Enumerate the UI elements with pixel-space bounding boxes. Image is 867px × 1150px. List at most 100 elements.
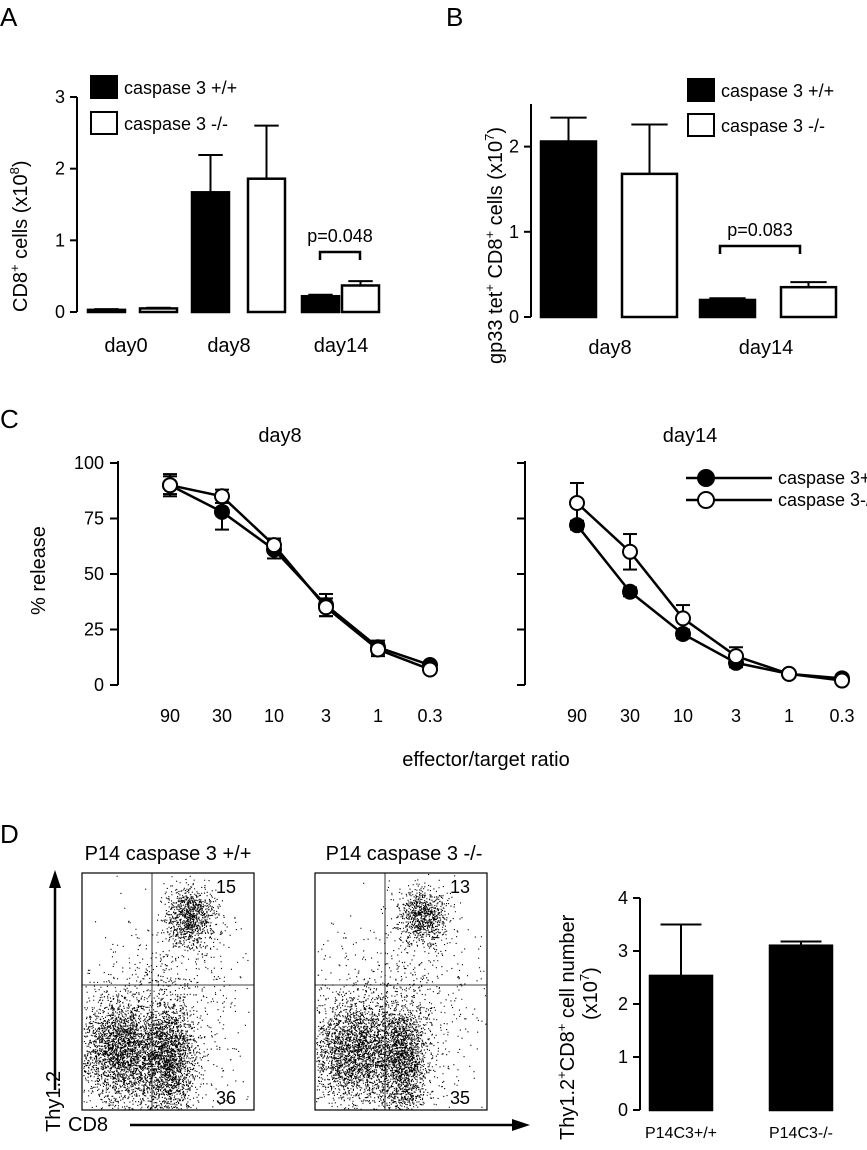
flow-yaxis-label: Thy1.2 <box>43 1071 65 1132</box>
x-tick-label: 90 <box>160 706 180 726</box>
legend-swatch-ko <box>687 113 715 137</box>
y-tick-label: 4 <box>618 888 628 908</box>
panel-d-ylabel-line1: Thy1.2+CD8+ cell number <box>554 914 579 1140</box>
bar-wt-2 <box>190 191 231 314</box>
panel-label-d: D <box>0 819 19 849</box>
y-tick-label: 0 <box>94 675 104 695</box>
legend-swatch-ko <box>90 111 118 135</box>
y-tick-label: 75 <box>84 509 104 529</box>
y-tick-label: 2 <box>509 137 519 157</box>
panel-c-line-charts: % release day8 day14 effector/target rat… <box>28 425 867 771</box>
x-tick-label: 3 <box>731 706 741 726</box>
x-tick-label: 30 <box>212 706 232 726</box>
significance-bracket <box>718 244 802 254</box>
panel-a-legend: caspase 3 +/+ caspase 3 -/- <box>90 75 237 135</box>
flow-event-cloud <box>385 874 462 957</box>
point-wt <box>569 517 585 534</box>
x-tick-label: 3 <box>321 706 331 726</box>
y-tick-label: 1 <box>509 222 519 242</box>
legend-label-ko: caspase 3 -/- <box>721 116 825 136</box>
quadrant-upper-right-wt: 15 <box>216 877 236 897</box>
panel-label-b: B <box>446 2 463 32</box>
flow-plot-frame-wt <box>81 872 255 1111</box>
y-tick-label: 100 <box>74 453 104 473</box>
flow-title-ko: P14 caspase 3 -/- <box>326 843 483 865</box>
legend-label-wt: caspase 3 +/+ <box>124 78 237 98</box>
legend-label-ko: caspase 3-/- <box>778 490 867 510</box>
panel-b-bars: 0 1 2 day8 day14 p=0.083 <box>509 104 838 359</box>
point-ko <box>162 477 178 494</box>
x-category-label: day8 <box>207 335 250 357</box>
x-category-label: day14 <box>314 335 369 357</box>
flow-event-cloud <box>83 944 209 1110</box>
series-line-wt <box>576 524 843 680</box>
point-ko <box>370 641 386 658</box>
y-tick-label: 1 <box>618 1047 628 1067</box>
panel-d-bars: 0 1 2 3 4 P14C3+/+ P14C3-/- <box>618 888 834 1142</box>
y-tick-label: 0 <box>618 1100 628 1120</box>
x-category-label: day14 <box>739 337 794 359</box>
flow-dots-ko <box>316 874 487 1110</box>
y-tick-label: 3 <box>618 941 628 961</box>
bar-ko-3 <box>340 284 381 314</box>
x-tick-label: 90 <box>567 706 587 726</box>
point-ko <box>834 672 850 689</box>
x-tick-label: 30 <box>620 706 640 726</box>
panel-c-day8-lines: 0 25 50 75 100 90 30 10 3 1 0.3 <box>74 453 443 726</box>
p-value-label: p=0.083 <box>727 220 793 240</box>
panel-d: P14 caspase 3 +/+ P14 caspase 3 -/- 15 3… <box>43 843 602 1140</box>
legend-label-wt: caspase 3 +/+ <box>721 81 834 101</box>
x-category-label: P14C3-/- <box>769 1125 833 1142</box>
point-ko <box>781 665 797 682</box>
flow-event-cloud <box>156 875 228 963</box>
panel-label-c: C <box>0 404 19 434</box>
flow-dots-wt <box>83 875 250 1110</box>
flow-xaxis-label: CD8 <box>68 1114 108 1136</box>
quadrant-lower-right-ko: 35 <box>450 1088 470 1108</box>
panel-b-legend: caspase 3 +/+ caspase 3 -/- <box>687 78 834 137</box>
panel-a-ylabel: CD8+ cells (x108) <box>7 160 32 312</box>
y-tick-label: 0 <box>509 307 519 327</box>
y-tick-label: 3 <box>55 87 65 107</box>
bar-wt-1 <box>648 974 714 1112</box>
panel-b-ylabel: gp33 tet+ CD8+ cells (x107) <box>482 127 507 364</box>
panel-c-ylabel: % release <box>28 526 50 615</box>
y-tick-label: 2 <box>55 159 65 179</box>
significance-bracket <box>318 250 362 260</box>
panel-a-bars: 0 1 2 3 day0 day8 day14 p=0.048 <box>55 87 381 357</box>
bar-ko-2 <box>779 285 838 319</box>
y-tick-label: 1 <box>55 230 65 250</box>
x-tick-label: 0.3 <box>417 706 442 726</box>
legend-marker-wt <box>697 469 715 487</box>
quadrant-upper-right-ko: 13 <box>450 877 470 897</box>
panel-a-bar-chart: CD8+ cells (x108) caspase 3 +/+ caspase … <box>7 75 237 312</box>
panel-c-day14-lines: 90 30 10 3 1 0.3 <box>517 461 855 726</box>
point-ko <box>675 610 691 627</box>
legend-swatch-wt <box>90 75 118 99</box>
flow-event-cloud <box>316 965 444 1110</box>
bar-wt-1 <box>539 140 598 319</box>
point-ko <box>422 661 438 678</box>
y-tick-label: 50 <box>84 564 104 584</box>
legend-label-ko: caspase 3 -/- <box>124 114 228 134</box>
flow-title-wt: P14 caspase 3 +/+ <box>85 843 252 865</box>
flow-event-cloud <box>131 944 213 1110</box>
point-ko <box>318 599 334 616</box>
x-tick-label: 10 <box>673 706 693 726</box>
bar-ko-1 <box>138 307 179 314</box>
chart-marks: 0 1 2 3 day0 day8 day14 p=0.048 0 1 2 day8 day14 p=0.… <box>55 87 855 1142</box>
bar-wt-2 <box>698 298 757 319</box>
point-ko <box>266 537 282 554</box>
point-ko <box>214 488 230 505</box>
panel-c-title-day14: day14 <box>663 425 718 447</box>
bar-wt-3 <box>300 294 341 314</box>
flow-plot-frame-ko <box>314 872 488 1111</box>
panel-c-xlabel: effector/target ratio <box>402 749 570 771</box>
y-tick-label: 0 <box>55 302 65 322</box>
thy12-arrowhead-icon <box>49 870 61 888</box>
x-tick-label: 1 <box>784 706 794 726</box>
x-category-label: day8 <box>588 337 631 359</box>
panel-c-legend: caspase 3+/+ caspase 3-/- <box>686 468 867 510</box>
panel-b-bar-chart: gp33 tet+ CD8+ cells (x107) caspase 3 +/… <box>482 78 834 364</box>
